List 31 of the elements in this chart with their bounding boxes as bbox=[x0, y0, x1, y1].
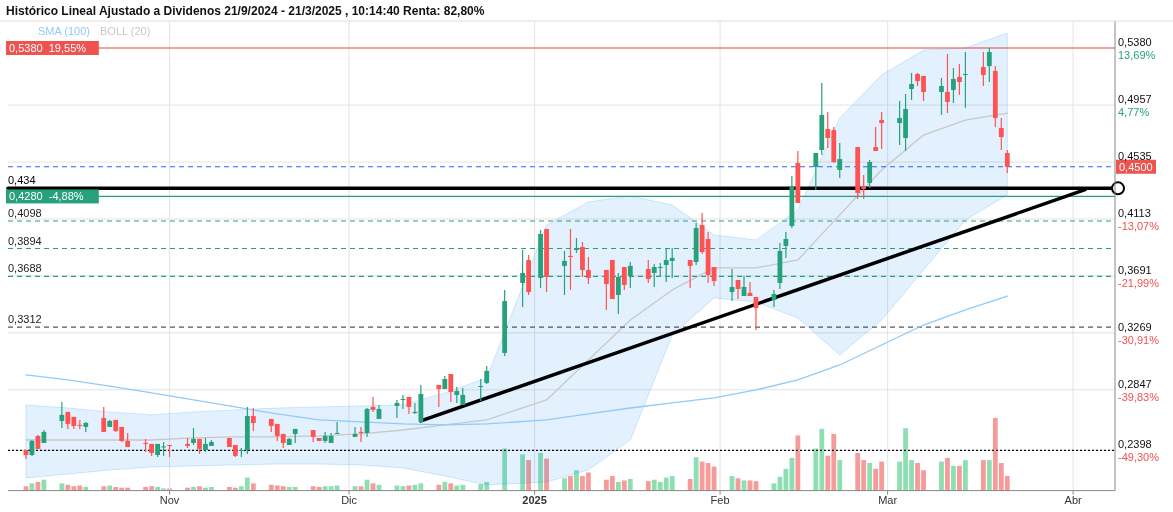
x-tick-label: 2025 bbox=[522, 493, 547, 506]
chart-title: Histórico Lineal Ajustado a Dividenos 21/9/2024 - 21/3/2025 , 10:14:40 Renta: 82,80% bbox=[6, 4, 485, 18]
y2-tick-label: -49,30% bbox=[1118, 451, 1160, 464]
y-tick-label: 0,5380 bbox=[1118, 35, 1152, 48]
y-tick-label: 0,2398 bbox=[1118, 438, 1152, 451]
y-tick-label: 0,4113 bbox=[1118, 206, 1151, 219]
ref-line-label: 0,4098 bbox=[8, 206, 42, 219]
x-tick-label: Dic bbox=[341, 493, 358, 506]
y2-tick-label: 4,77% bbox=[1118, 105, 1150, 118]
y-tick-label: 0,4957 bbox=[1118, 93, 1152, 106]
x-tick-label: Mar bbox=[878, 493, 898, 506]
y2-tick-label: -13,07% bbox=[1118, 219, 1160, 232]
ref-line-label: 0,4280 -4,88% bbox=[9, 190, 84, 203]
y2-tick-label: -21,99% bbox=[1118, 276, 1160, 289]
annotation: 0,434 bbox=[8, 174, 36, 187]
annotation: 0,4500 bbox=[1119, 160, 1153, 173]
y-tick-label: 0,3691 bbox=[1118, 263, 1152, 276]
ref-line-label: 0,5380 19,55% bbox=[9, 41, 87, 54]
x-tick-label: Nov bbox=[159, 493, 180, 506]
y2-tick-label: -39,83% bbox=[1118, 390, 1160, 403]
y2-tick-label: -30,91% bbox=[1118, 333, 1160, 346]
y2-tick-label: 13,69% bbox=[1118, 49, 1156, 62]
ref-line-label: 0,3688 bbox=[8, 262, 42, 275]
y-tick-label: 0,3269 bbox=[1118, 320, 1152, 333]
y-tick-label: 0,2847 bbox=[1118, 377, 1152, 390]
x-tick-label: Abr bbox=[1064, 493, 1083, 506]
ref-line-label: 0,3312 bbox=[8, 313, 42, 326]
text: SMA (100) bbox=[38, 25, 90, 37]
y-tick-label: 0,4535 bbox=[1118, 150, 1152, 163]
ref-line-label: 0,3894 bbox=[8, 234, 42, 247]
x-tick-label: Feb bbox=[710, 493, 730, 506]
